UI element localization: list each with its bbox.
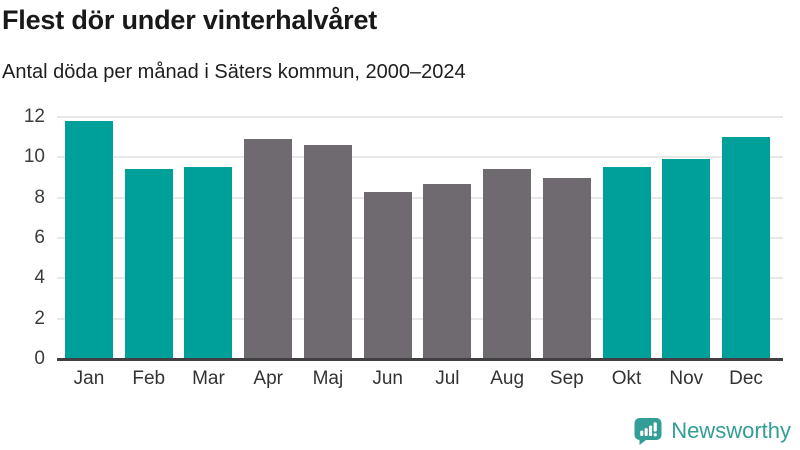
gridline-12 <box>57 116 783 118</box>
gridline-4 <box>57 277 783 280</box>
bar-okt <box>602 167 651 359</box>
y-tick-label-0: 0 <box>34 348 45 369</box>
y-tick-label-4: 4 <box>34 267 45 289</box>
plot-area <box>57 116 783 359</box>
bar-feb <box>124 169 173 359</box>
bar-dec <box>722 137 771 359</box>
gridline-2 <box>57 317 783 320</box>
gridline-8 <box>57 196 783 199</box>
x-tick-label-apr: Apr <box>253 368 283 389</box>
bar-nov <box>662 159 711 359</box>
x-tick-label-mar: Mar <box>192 368 225 389</box>
gridline-6 <box>57 237 783 239</box>
y-tick-label-10: 10 <box>23 146 45 168</box>
y-tick-label-8: 8 <box>34 186 45 208</box>
gridline-10 <box>57 156 783 159</box>
x-tick-label-jul: Jul <box>435 368 460 389</box>
bar-sep <box>542 177 591 359</box>
x-axis: Jan Feb Mar Apr Maj Jun Jul Aug Sep Okt Nov Dec <box>57 368 783 394</box>
x-tick-label-jan: Jan <box>73 368 105 389</box>
y-tick-label-6: 6 <box>34 227 45 248</box>
x-tick-label-okt: Okt <box>611 368 642 389</box>
y-tick-label-12: 12 <box>23 106 45 127</box>
x-tick-label-maj: Maj <box>312 368 344 389</box>
newsworthy-bubble-chart-icon <box>634 418 662 445</box>
y-axis: 0 2 4 6 8 10 12 <box>0 106 45 369</box>
chart-subtitle: Antal döda per månad i Säters kommun, 20… <box>2 61 466 83</box>
newsworthy-logo: Newsworthy <box>633 416 791 445</box>
x-tick-label-nov: Nov <box>669 368 704 389</box>
y-tick-label-2: 2 <box>34 307 45 329</box>
x-tick-label-sep: Sep <box>549 368 584 389</box>
x-tick-label-jun: Jun <box>372 368 403 389</box>
bar-maj <box>303 145 352 359</box>
x-tick-label-aug: Aug <box>490 368 525 389</box>
bar-jan <box>65 121 113 359</box>
x-axis-line <box>57 358 783 361</box>
x-tick-label-feb: Feb <box>132 368 166 389</box>
bar-apr <box>244 139 293 359</box>
bar-aug <box>483 169 532 359</box>
chart-title: Flest dör under vinterhalvåret <box>2 5 378 35</box>
x-tick-label-dec: Dec <box>729 368 763 389</box>
bar-jul <box>423 183 472 359</box>
bar-jun <box>363 191 412 359</box>
newsworthy-wordmark: Newsworthy <box>671 417 791 443</box>
bar-mar <box>184 167 233 359</box>
